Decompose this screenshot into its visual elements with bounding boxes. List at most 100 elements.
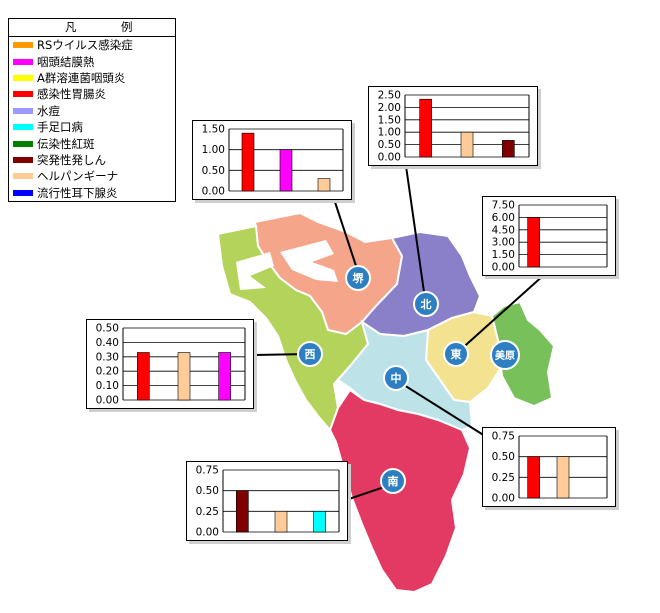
district-label-nishi: 西	[305, 348, 316, 361]
legend-swatch	[13, 140, 33, 147]
legend-swatch	[13, 42, 33, 49]
y-tick-label: 1.00	[378, 127, 401, 139]
bar	[313, 511, 326, 533]
legend-item: ヘルパンギーナ	[9, 168, 175, 184]
district-label-naka: 中	[391, 371, 402, 385]
chart-naka: 0.00 0.25 0.50 0.75	[482, 427, 616, 507]
legend-swatch	[13, 91, 33, 98]
district-label-sakai: 堺	[353, 271, 365, 285]
y-tick-label: 4.50	[492, 224, 515, 236]
legend-label: RSウイルス感染症	[37, 38, 133, 53]
y-tick-label: 0.50	[202, 165, 225, 177]
legend-swatch	[13, 107, 33, 114]
y-tick-label: 0.30	[96, 351, 119, 363]
legend-title-right: 例	[121, 20, 133, 34]
y-tick-label: 0.40	[96, 337, 119, 349]
y-tick-label: 0.50	[378, 139, 401, 151]
district-marker-mihara[interactable]: 美原	[490, 340, 520, 370]
y-tick-label: 0.75	[196, 465, 219, 477]
district-label-kita: 北	[421, 297, 432, 311]
legend-label: A群溶連菌咽頭炎	[37, 70, 126, 85]
legend-label: 手足口病	[37, 120, 83, 135]
chart-kita: 0.00 0.50 1.00 1.50 2.00 2.50	[368, 86, 538, 166]
y-tick-label: 0.25	[196, 506, 219, 518]
legend-label: 流行性耳下腺炎	[37, 185, 118, 200]
bar	[502, 140, 515, 158]
chart-sakai: 0.00 0.50 1.00 1.50	[192, 120, 352, 200]
legend-item: 流行性耳下腺炎	[9, 185, 175, 201]
bar	[419, 98, 432, 158]
legend-label: 伝染性紅斑	[37, 136, 95, 151]
y-tick-label: 1.50	[202, 124, 225, 136]
bar	[241, 132, 255, 192]
bar	[274, 511, 288, 533]
district-marker-kita[interactable]: 北	[413, 291, 439, 317]
y-tick-label: 1.50	[378, 114, 401, 126]
bar	[218, 352, 231, 401]
legend-swatch	[13, 189, 33, 196]
bar	[279, 149, 293, 192]
legend-item: 感染性胃腸炎	[9, 86, 175, 102]
legend-label: 感染性胃腸炎	[37, 87, 106, 102]
district-label-higashi: 東	[451, 347, 463, 361]
district-marker-higashi[interactable]: 東	[443, 341, 469, 367]
district-marker-naka[interactable]: 中	[383, 365, 409, 391]
y-tick-label: 3.00	[492, 237, 515, 249]
legend-label: 水痘	[37, 103, 60, 118]
y-tick-label: 0.00	[492, 262, 515, 274]
sakai-port-inlet	[280, 240, 338, 282]
y-tick-label: 1.00	[202, 144, 225, 156]
y-tick-label: 0.00	[196, 527, 219, 539]
y-tick-label: 0.50	[492, 451, 515, 463]
chart-minami: 0.00 0.25 0.50 0.75	[186, 461, 348, 541]
bar	[236, 490, 249, 533]
y-tick-label: 6.00	[492, 212, 515, 224]
bar	[460, 131, 474, 158]
y-tick-label: 7.50	[492, 200, 515, 212]
legend-label: 咽頭結膜熱	[37, 54, 95, 69]
bar	[556, 456, 570, 499]
y-tick-label: 0.10	[96, 380, 119, 392]
legend-swatch	[13, 173, 33, 180]
bar	[137, 352, 150, 401]
y-tick-label: 1.50	[492, 249, 515, 261]
legend-item: 咽頭結膜熱	[9, 53, 175, 69]
bar	[527, 217, 540, 268]
y-tick-label: 2.00	[378, 102, 401, 114]
y-tick-label: 0.00	[202, 186, 225, 198]
bar	[527, 456, 540, 499]
legend-item: 手足口病	[9, 119, 175, 135]
bar	[317, 178, 331, 192]
legend-swatch	[13, 124, 33, 131]
legend-swatch	[13, 156, 33, 163]
y-tick-label: 0.00	[492, 493, 515, 505]
district-label-mihara: 美原	[495, 349, 515, 362]
y-tick-label: 0.00	[96, 395, 119, 407]
legend: 凡 例 RSウイルス感染症 咽頭結膜熱 A群溶連菌咽頭炎 感染性胃腸炎 水痘手足口病 伝染…	[8, 18, 176, 202]
legend-item: 伝染性紅斑	[9, 135, 175, 151]
bar	[177, 352, 191, 401]
chart-nishi: 0.00 0.10 0.20 0.30 0.40 0.50	[86, 319, 254, 409]
y-tick-label: 0.20	[96, 366, 119, 378]
legend-item: 突発性発しん	[9, 152, 175, 168]
y-tick-label: 0.50	[96, 323, 119, 335]
district-label-minami: 南	[388, 474, 399, 488]
legend-item: A群溶連菌咽頭炎	[9, 70, 175, 86]
legend-label: ヘルパンギーナ	[37, 169, 119, 184]
legend-swatch	[13, 74, 33, 81]
district-marker-nishi[interactable]: 西	[297, 341, 323, 367]
y-tick-label: 0.75	[492, 431, 515, 443]
district-mihara[interactable]	[490, 300, 556, 408]
y-tick-label: 2.50	[378, 90, 401, 102]
y-tick-label: 0.50	[196, 485, 219, 497]
legend-swatch	[13, 58, 33, 65]
y-tick-label: 0.25	[492, 472, 515, 484]
legend-label: 突発性発しん	[37, 152, 106, 167]
district-marker-sakai[interactable]: 堺	[345, 265, 371, 291]
legend-item: RSウイルス感染症	[9, 37, 175, 53]
chart-higashi: 0.00 1.50 3.00 4.50 6.00 7.50	[482, 196, 616, 276]
district-marker-minami[interactable]: 南	[380, 468, 406, 494]
legend-title: 凡 例	[9, 19, 175, 37]
y-tick-label: 0.00	[378, 152, 401, 164]
